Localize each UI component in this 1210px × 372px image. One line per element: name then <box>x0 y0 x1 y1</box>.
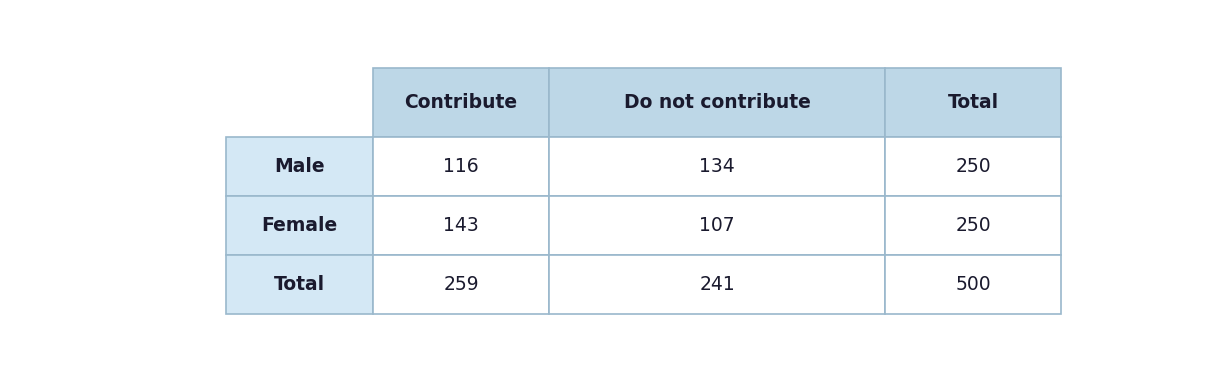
Text: 500: 500 <box>956 275 991 294</box>
Bar <box>548 196 886 255</box>
Bar <box>226 255 373 314</box>
Text: Male: Male <box>275 157 325 176</box>
Text: Do not contribute: Do not contribute <box>623 93 811 112</box>
Bar <box>886 68 1061 137</box>
Text: 134: 134 <box>699 157 734 176</box>
Bar <box>226 137 373 196</box>
Text: Female: Female <box>261 216 338 235</box>
Bar <box>886 196 1061 255</box>
Text: 250: 250 <box>956 216 991 235</box>
Text: 107: 107 <box>699 216 734 235</box>
Bar <box>373 68 548 137</box>
Bar <box>373 196 548 255</box>
Bar <box>886 255 1061 314</box>
Bar <box>373 137 548 196</box>
Bar <box>548 68 886 137</box>
Bar <box>226 196 373 255</box>
Text: Total: Total <box>947 93 998 112</box>
Text: Total: Total <box>275 275 325 294</box>
Bar <box>373 255 548 314</box>
Text: 250: 250 <box>956 157 991 176</box>
Bar <box>226 68 373 137</box>
Text: 241: 241 <box>699 275 734 294</box>
Bar <box>548 255 886 314</box>
Bar <box>886 137 1061 196</box>
Text: 259: 259 <box>443 275 479 294</box>
Text: 143: 143 <box>443 216 479 235</box>
Bar <box>548 137 886 196</box>
Text: 116: 116 <box>443 157 479 176</box>
Text: Contribute: Contribute <box>404 93 518 112</box>
